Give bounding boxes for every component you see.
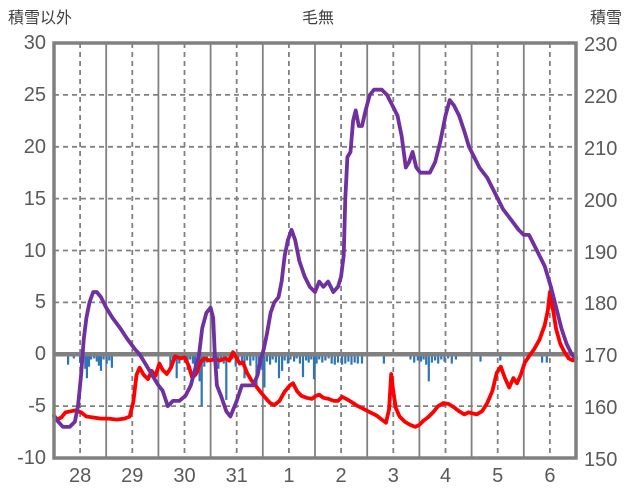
x-axis-tick-label: 5 xyxy=(492,465,504,487)
gridlines xyxy=(54,43,576,458)
right-axis-tick-label: 230 xyxy=(584,34,618,56)
left-axis-tick-label: -5 xyxy=(28,395,46,418)
left-axis-tick-label: 10 xyxy=(23,239,46,262)
right-axis-tick-label: 200 xyxy=(584,189,618,212)
right-axis-tick-label: 180 xyxy=(584,293,618,316)
left-axis-tick-label: -10 xyxy=(17,447,46,469)
left-axis-tick-label: 5 xyxy=(34,291,46,314)
x-axis-tick-label: 28 xyxy=(68,465,92,487)
snow-depth-line xyxy=(52,87,578,429)
x-axis-tick-label: 2 xyxy=(335,465,347,487)
x-axis-tick-label: 31 xyxy=(225,465,248,487)
left-axis-tick-label: 30 xyxy=(23,32,46,54)
right-axis-tick-label: 150 xyxy=(584,449,618,471)
chart-title: 毛無 xyxy=(301,10,334,27)
x-axis-tick-label: 29 xyxy=(121,465,144,487)
left-axis-tick-label: 25 xyxy=(23,83,46,106)
x-axis-tick-label: 3 xyxy=(387,465,399,487)
right-axis-tick-label: 160 xyxy=(584,397,618,420)
right-axis-tick-label: 210 xyxy=(584,137,618,160)
plot-frame xyxy=(52,41,578,460)
x-axis-tick-label: 6 xyxy=(544,465,556,487)
right-axis-tick-label: 190 xyxy=(584,241,618,264)
x-axis-tick-label: 30 xyxy=(173,465,196,487)
left-axis-title: 積雪以外 xyxy=(8,10,73,27)
x-axis-tick-label: 4 xyxy=(439,465,452,487)
left-axis-tick-label: 20 xyxy=(23,135,46,158)
right-axis-title: 積雪 xyxy=(589,10,622,27)
right-axis-tick-label: 220 xyxy=(584,85,618,108)
x-axis-tick-label: 1 xyxy=(283,465,295,487)
left-axis-tick-label: 15 xyxy=(23,187,46,210)
left-axis-tick-label: 0 xyxy=(34,343,46,366)
right-axis-tick-label: 170 xyxy=(584,345,618,368)
